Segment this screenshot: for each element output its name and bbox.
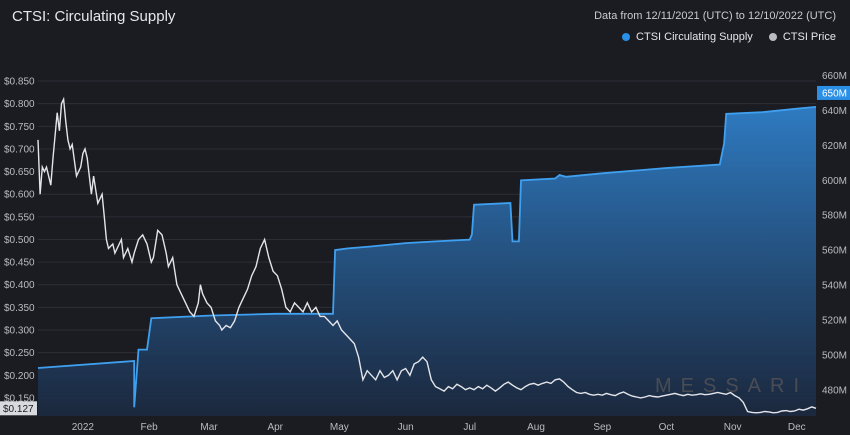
left-tick-label: $0.450: [4, 258, 35, 269]
supply-line: [37, 106, 817, 408]
price-line: [37, 96, 817, 414]
left-tick-label: $0.550: [4, 212, 35, 223]
supply-current-badge: [817, 85, 850, 100]
left-tick-label: $0.700: [4, 144, 35, 155]
right-tick-label: 620M: [822, 141, 847, 152]
left-tick-label: $0.850: [4, 77, 35, 88]
left-tick-label: $0.600: [4, 190, 35, 201]
x-tick-label: Nov: [724, 422, 742, 433]
x-tick-label: 2022: [72, 422, 95, 433]
x-tick-label: Mar: [200, 422, 218, 433]
right-tick-label: 600M: [822, 176, 847, 187]
legend-label: CTSI Circulating Supply: [636, 31, 753, 43]
x-tick-label: Aug: [527, 422, 545, 433]
left-tick-label: $0.350: [4, 303, 35, 314]
supply-current-label: 650M: [822, 88, 847, 99]
left-tick-label: $0.400: [4, 280, 35, 291]
date-range-label: Data from 12/11/2021 (UTC) to 12/10/2022…: [594, 10, 836, 22]
x-tick-label: Feb: [141, 422, 159, 433]
right-axis: 660M 640M 620M 600M 580M 560M 540M 520M 500M 480M: [822, 71, 847, 396]
current-value-badges: 650M $0.127: [0, 85, 850, 416]
x-tick-label: Oct: [659, 422, 675, 433]
left-tick-label: $0.750: [4, 122, 35, 133]
left-tick-label: $0.300: [4, 326, 35, 337]
x-tick-label: Apr: [267, 422, 283, 433]
x-axis: 2022 Feb Mar Apr May Jun Jul Aug Sep Oct Nov Dec: [72, 422, 806, 433]
right-tick-label: 480M: [822, 385, 847, 396]
x-tick-label: Dec: [788, 422, 806, 433]
right-tick-label: 540M: [822, 281, 847, 292]
x-tick-label: May: [330, 422, 349, 433]
messari-watermark: MESSARI: [655, 375, 808, 397]
legend-item-price[interactable]: CTSI Price: [768, 31, 836, 43]
left-tick-label: $0.650: [4, 167, 35, 178]
legend-item-supply[interactable]: CTSI Circulating Supply: [622, 31, 753, 43]
right-tick-label: 580M: [822, 211, 847, 222]
legend-dot-icon: [768, 33, 777, 41]
left-tick-label: $0.250: [4, 348, 35, 359]
right-tick-label: 660M: [822, 71, 847, 82]
right-tick-label: 500M: [822, 350, 847, 361]
left-axis: $0.850 $0.800 $0.750 $0.700 $0.650 $0.600 $0.5…: [4, 77, 35, 405]
right-tick-label: 520M: [822, 315, 847, 326]
legend-label: CTSI Price: [782, 31, 836, 43]
left-tick-label: $0.200: [4, 371, 35, 382]
left-tick-label: $0.800: [4, 99, 35, 110]
x-tick-label: Sep: [593, 422, 611, 433]
legend-dot-icon: [622, 33, 631, 41]
chart-title: CTSI: Circulating Supply: [12, 8, 176, 25]
x-tick-label: Jun: [398, 422, 414, 433]
price-current-badge: [0, 401, 37, 416]
left-tick-label: $0.150: [4, 393, 35, 404]
right-tick-label: 560M: [822, 246, 847, 257]
left-tick-label: $0.500: [4, 235, 35, 246]
legend: CTSI Circulating Supply CTSI Price: [622, 31, 836, 43]
supply-area: [38, 106, 816, 417]
right-tick-label: 640M: [822, 106, 847, 117]
x-tick-label: Jul: [463, 422, 476, 433]
price-current-label: $0.127: [3, 404, 34, 415]
